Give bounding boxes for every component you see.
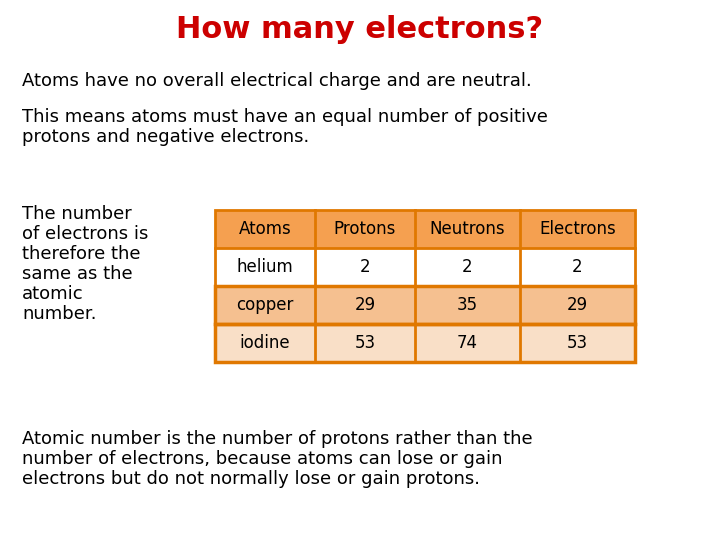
Text: This means atoms must have an equal number of positive: This means atoms must have an equal numb… xyxy=(22,108,548,126)
Text: protons and negative electrons.: protons and negative electrons. xyxy=(22,128,310,146)
Text: Protons: Protons xyxy=(334,220,396,238)
Text: electrons but do not normally lose or gain protons.: electrons but do not normally lose or ga… xyxy=(22,470,480,488)
Text: Electrons: Electrons xyxy=(539,220,616,238)
Text: helium: helium xyxy=(237,258,293,276)
Text: The number: The number xyxy=(22,205,132,223)
Text: Atoms: Atoms xyxy=(238,220,292,238)
Text: 53: 53 xyxy=(354,334,376,352)
Text: 2: 2 xyxy=(360,258,370,276)
Text: therefore the: therefore the xyxy=(22,245,140,263)
Bar xyxy=(215,210,635,362)
Text: 2: 2 xyxy=(572,258,582,276)
Text: iodine: iodine xyxy=(240,334,290,352)
Text: of electrons is: of electrons is xyxy=(22,225,148,243)
Text: number of electrons, because atoms can lose or gain: number of electrons, because atoms can l… xyxy=(22,450,503,468)
Bar xyxy=(215,286,635,324)
Text: Neutrons: Neutrons xyxy=(430,220,505,238)
Text: Atoms have no overall electrical charge and are neutral.: Atoms have no overall electrical charge … xyxy=(22,72,532,90)
Text: same as the: same as the xyxy=(22,265,132,283)
Text: 29: 29 xyxy=(567,296,588,314)
Text: 35: 35 xyxy=(457,296,478,314)
Bar xyxy=(215,210,635,248)
Text: Atomic number is the number of protons rather than the: Atomic number is the number of protons r… xyxy=(22,430,533,448)
Text: number.: number. xyxy=(22,305,96,323)
Text: 29: 29 xyxy=(354,296,376,314)
Text: 2: 2 xyxy=(462,258,473,276)
Text: How many electrons?: How many electrons? xyxy=(176,15,544,44)
Text: 53: 53 xyxy=(567,334,588,352)
Text: 74: 74 xyxy=(457,334,478,352)
Text: copper: copper xyxy=(236,296,294,314)
Bar xyxy=(215,324,635,362)
Bar xyxy=(215,286,635,324)
Bar xyxy=(215,324,635,362)
Text: atomic: atomic xyxy=(22,285,84,303)
